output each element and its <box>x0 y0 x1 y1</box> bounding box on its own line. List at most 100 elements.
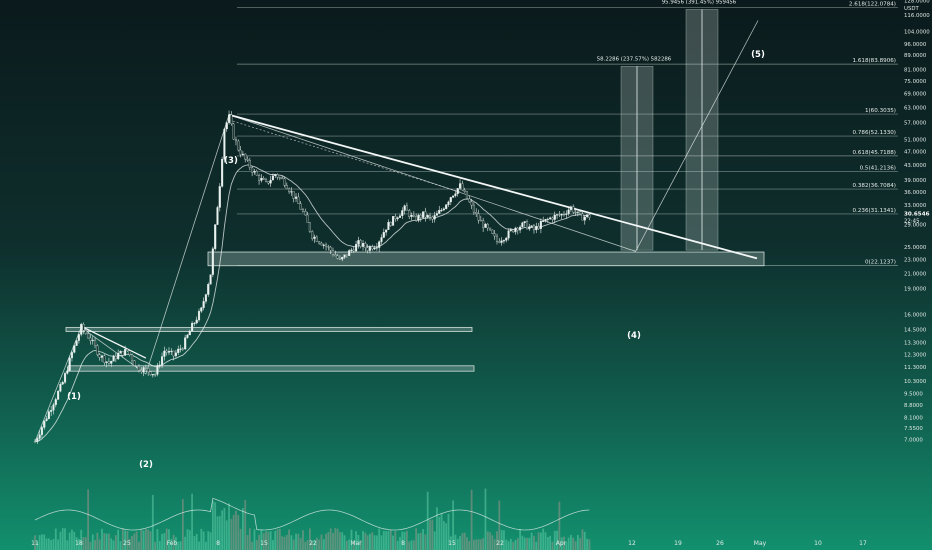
volume-bar <box>75 537 78 550</box>
resistance-zone-1 <box>65 326 473 332</box>
candle-body <box>486 223 489 229</box>
volume-bar <box>230 519 233 550</box>
volume-bar <box>412 540 415 550</box>
candle-body <box>50 410 53 412</box>
fib-label: 0.618(45.7188) <box>852 150 896 156</box>
candle-body <box>405 205 408 211</box>
candle-body <box>465 191 469 199</box>
volume-bar <box>119 541 122 550</box>
volume-bar <box>184 536 187 550</box>
measure-label: 58.2286 (237.57%) 582286 <box>597 56 672 62</box>
date-tick-label: 19 <box>674 540 682 547</box>
volume-bar <box>542 528 545 550</box>
candle-body <box>112 355 115 362</box>
volume-bar <box>288 529 290 550</box>
fib-label: 0.786(52.1330) <box>852 130 896 136</box>
volume-bar <box>588 539 591 550</box>
candle-body <box>442 208 445 211</box>
volume-bar <box>133 533 136 550</box>
volume-bar <box>112 540 115 550</box>
volume-bar <box>466 537 468 550</box>
volume-bar <box>235 510 237 550</box>
wave-label: (2) <box>139 460 153 470</box>
candle-body <box>348 250 351 256</box>
candle-body <box>412 214 415 217</box>
candle-body <box>133 360 136 366</box>
candle-body <box>63 373 67 383</box>
candle-body <box>255 171 258 176</box>
candle-body <box>415 216 418 221</box>
volume-bar <box>586 538 588 550</box>
candle-body <box>461 183 464 191</box>
fib-label: 0.236(31.1341) <box>852 208 896 214</box>
candle-body <box>539 221 542 229</box>
volume-bar <box>242 508 244 550</box>
volume-bar <box>318 539 321 550</box>
volume-bar <box>276 529 279 550</box>
volume-bar <box>519 528 521 550</box>
candle-body <box>489 227 492 231</box>
currency-label: USDT <box>904 6 920 12</box>
volume-bar <box>505 539 508 550</box>
volume-bar <box>385 531 388 550</box>
date-tick-label: 10 <box>814 540 822 547</box>
candle-body <box>218 186 221 208</box>
candle-body <box>581 213 584 221</box>
volume-bar <box>108 533 110 550</box>
candle-body <box>278 177 281 179</box>
volume-bar <box>262 533 265 550</box>
volume-bar <box>165 528 168 550</box>
volume-bar <box>378 528 381 550</box>
candle-body <box>498 241 501 243</box>
fib-label: 0.5(41.2136) <box>860 166 896 172</box>
volume-bar <box>408 541 411 550</box>
volume-bar <box>41 534 43 550</box>
candle-body <box>179 348 182 350</box>
candle-body <box>516 227 519 231</box>
volume-bar <box>304 541 307 550</box>
volume-bar <box>419 532 422 550</box>
volume-bar <box>244 500 247 550</box>
candle-body <box>389 222 392 226</box>
candle-body <box>350 249 353 251</box>
candle-body <box>237 140 240 151</box>
candle-body <box>338 258 341 260</box>
volume-bar <box>45 538 48 550</box>
volume-bar <box>327 532 330 550</box>
price-tick-label: 7.5500 <box>904 426 923 432</box>
candle-body <box>232 123 235 140</box>
candle-body <box>560 214 563 216</box>
price-tick-label: 29.0000 <box>904 223 927 229</box>
candle-body <box>408 210 411 217</box>
volume-bar <box>43 534 46 550</box>
volume-bar <box>491 535 494 550</box>
volume-bar <box>195 533 198 550</box>
candle-body <box>260 178 263 181</box>
candle-body <box>493 233 496 237</box>
volume-bar <box>523 537 526 550</box>
volume-bar <box>396 540 399 550</box>
candle-body <box>583 216 586 221</box>
candle-body <box>419 214 422 218</box>
volume-bar <box>362 530 364 550</box>
candle-body <box>359 240 362 247</box>
candle-body <box>308 222 311 232</box>
volume-bar <box>369 533 371 550</box>
annotation-labels: 58.2286 (237.57%) 582286 95.9456 (391.45%… <box>67 0 765 470</box>
candle-body <box>355 244 358 252</box>
date-tick-label: 15 <box>260 540 268 547</box>
candles[interactable] <box>33 110 591 445</box>
candle-body <box>170 350 173 352</box>
wave-label: (5) <box>751 50 765 60</box>
price-axis[interactable]: USDT152.0000140.0000128.0000116.0000104.… <box>904 0 930 444</box>
time-axis[interactable]: 11 18 25 Feb 8 15 22 Mar 8 15 22 Apr 12 19 26 May 10 17 <box>31 540 867 547</box>
candle-body <box>426 215 429 218</box>
candle-body <box>61 382 64 385</box>
volume-bar <box>429 519 431 550</box>
candle-body <box>258 175 261 181</box>
volume-bar <box>246 535 249 550</box>
candle-body <box>80 324 83 335</box>
candle-body <box>572 206 575 213</box>
candle-body <box>294 196 298 199</box>
